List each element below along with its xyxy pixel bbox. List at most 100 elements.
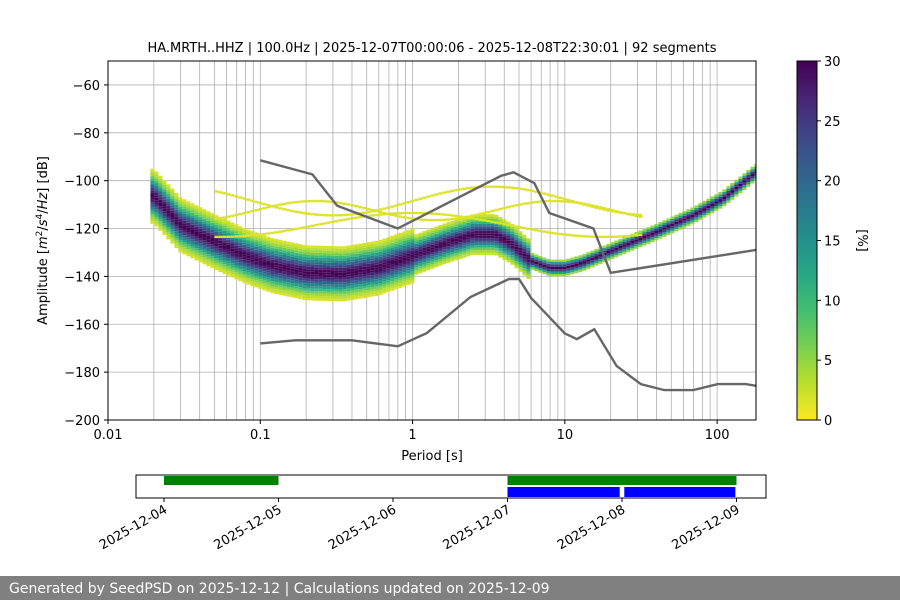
density-cell [310, 247, 315, 251]
density-cell [490, 233, 495, 236]
density-cell [382, 211, 387, 215]
density-cell [342, 275, 347, 278]
density-cell [242, 278, 247, 281]
density-cell [354, 246, 359, 249]
density-cell [230, 265, 235, 268]
density-cell [518, 259, 523, 263]
density-cell [398, 261, 403, 264]
density-cell [218, 224, 223, 227]
density-cell [158, 199, 163, 203]
density-cell [246, 211, 251, 214]
density-cell [614, 252, 619, 255]
density-cell [354, 289, 359, 293]
density-cell [466, 242, 471, 245]
density-cell [442, 259, 447, 262]
density-cell [550, 274, 555, 277]
density-cell [286, 251, 291, 254]
density-cell [202, 218, 207, 222]
density-cell [514, 249, 519, 252]
density-cell [358, 293, 363, 297]
density-cell [230, 239, 235, 242]
density-cell [350, 278, 355, 281]
density-cell [242, 261, 247, 264]
density-cell [314, 276, 319, 280]
density-cell [246, 270, 251, 273]
density-cell [398, 235, 403, 238]
density-cell [310, 262, 315, 265]
y-tick-label: −100 [64, 175, 100, 190]
density-cell [430, 249, 435, 252]
density-cell [238, 266, 243, 270]
density-cell [402, 243, 407, 246]
density-cell [374, 276, 379, 280]
density-cell [342, 260, 347, 263]
density-cell [166, 220, 171, 223]
density-cell [342, 248, 347, 252]
density-cell [230, 251, 235, 254]
density-cell [470, 240, 475, 244]
density-cell [322, 284, 327, 287]
density-cell [394, 284, 399, 287]
density-cell [674, 214, 679, 218]
density-cell [342, 218, 347, 221]
density-cell [414, 246, 419, 249]
density-cell [510, 260, 515, 263]
colorbar-tick-label: 5 [824, 354, 832, 369]
density-cell [490, 250, 495, 253]
density-cell [662, 234, 667, 237]
density-cell [382, 279, 387, 282]
density-cell [266, 258, 271, 261]
density-cell [154, 219, 159, 222]
density-cell [342, 255, 347, 259]
density-cell [354, 265, 359, 269]
density-cell [218, 264, 223, 268]
density-cell [258, 236, 263, 239]
density-cell [230, 263, 235, 266]
density-cell [238, 274, 243, 277]
density-cell [370, 251, 375, 254]
nlnm-curve [260, 277, 756, 392]
density-cell [714, 206, 719, 209]
density-cell [234, 277, 239, 280]
density-cell [382, 274, 387, 277]
density-cell [326, 250, 331, 254]
density-cell [258, 286, 263, 289]
density-cell [246, 258, 251, 261]
density-cell [334, 282, 339, 285]
density-cell [174, 204, 179, 208]
density-cell [346, 262, 351, 265]
density-cell [190, 210, 195, 213]
y-tick-label: −200 [64, 414, 100, 429]
density-cell [434, 226, 439, 229]
density-cell [634, 232, 639, 235]
density-cell [362, 266, 367, 270]
density-cell [362, 211, 367, 214]
density-cell [474, 247, 479, 251]
density-cell [670, 216, 675, 219]
density-cell [342, 289, 347, 292]
density-cell [410, 228, 415, 231]
density-cell [270, 283, 275, 286]
density-cell [334, 289, 339, 292]
density-cell [206, 225, 211, 228]
density-cell [198, 207, 203, 210]
density-cell [546, 261, 551, 264]
density-cell [726, 191, 731, 194]
density-cell [394, 236, 399, 239]
density-cell [334, 263, 339, 266]
density-cell [282, 202, 287, 206]
density-cell [446, 246, 451, 249]
density-cell [294, 286, 299, 289]
density-cell [370, 241, 375, 244]
density-cell [650, 232, 655, 235]
density-cell [178, 235, 183, 238]
density-cell [222, 233, 227, 236]
density-cell [502, 243, 507, 246]
density-cell [314, 262, 319, 265]
density-cell [226, 244, 231, 247]
density-cell [578, 262, 583, 265]
density-cell [438, 234, 443, 237]
density-cell [430, 266, 435, 269]
density-cell [290, 268, 295, 272]
density-cell [334, 284, 339, 287]
